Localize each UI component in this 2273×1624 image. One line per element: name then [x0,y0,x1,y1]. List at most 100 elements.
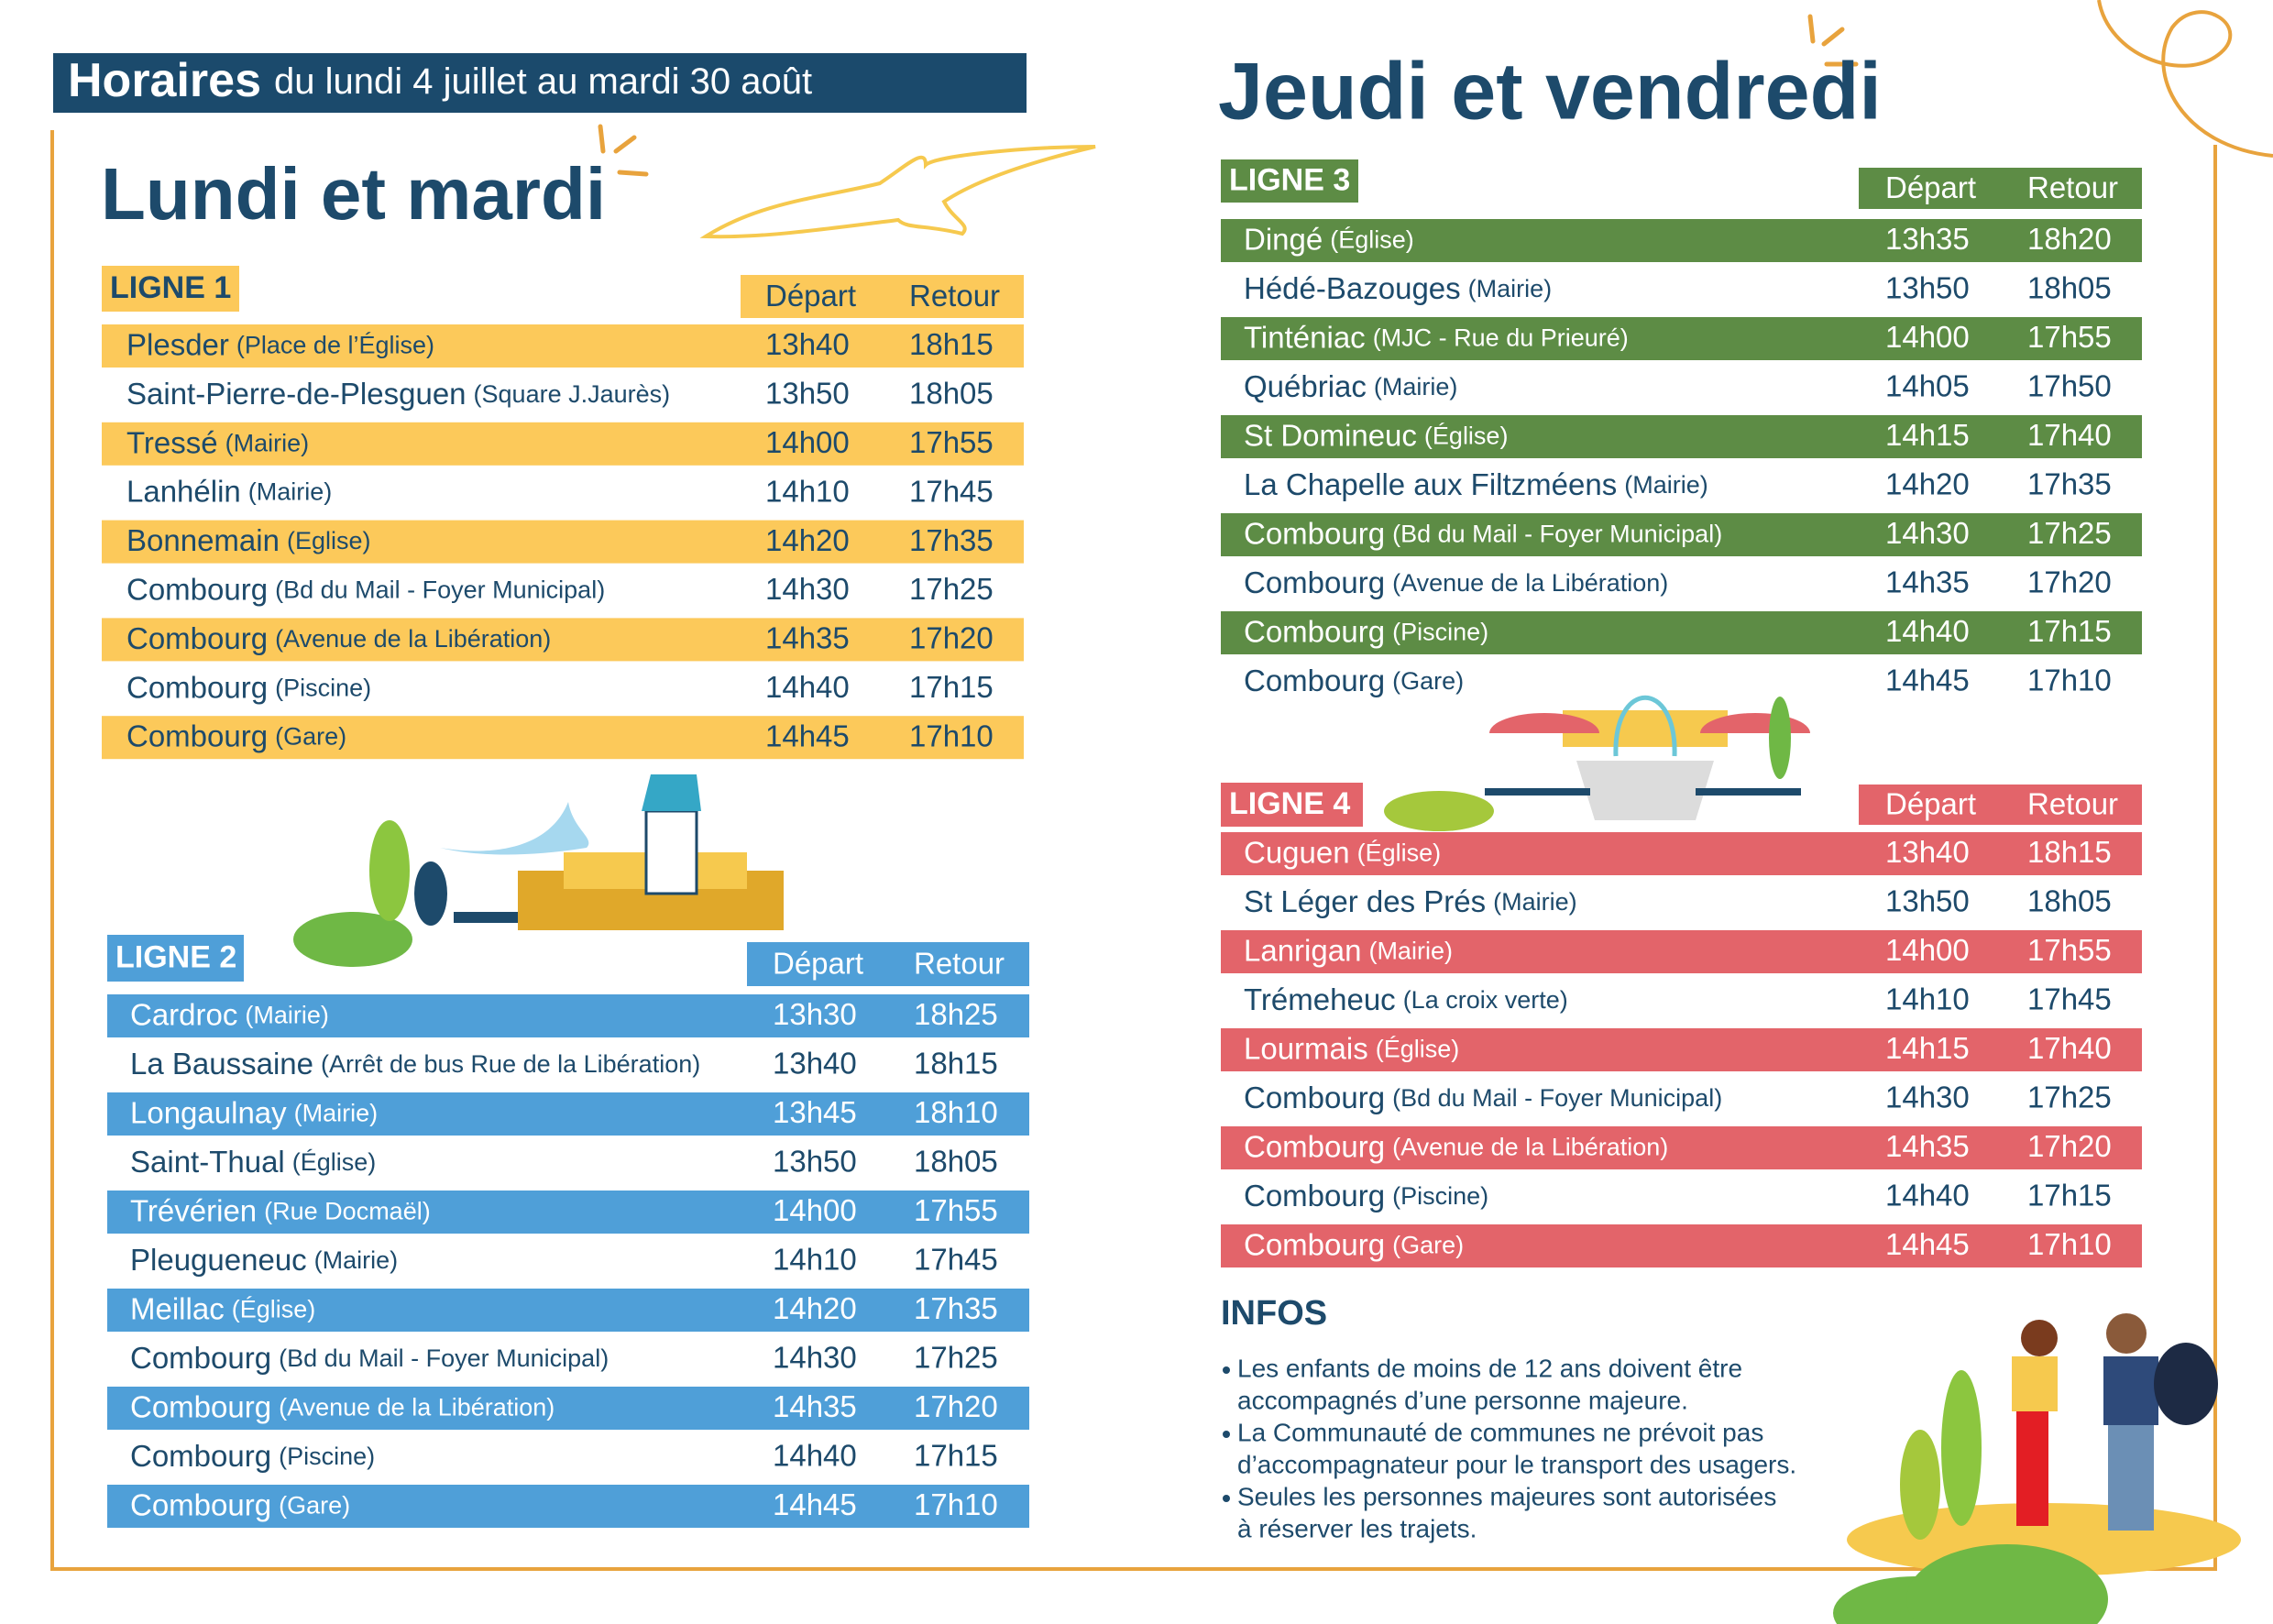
column-header: Retour [2027,170,2118,204]
stop: Québriac (Mairie) [1244,369,1457,403]
stop-detail: (Église) [292,1148,377,1176]
stop: La Baussaine (Arrêt de bus Rue de la Libé… [130,1047,700,1081]
stop-name: Meillac [130,1291,225,1325]
stop-detail: (Rue Docmaël) [264,1198,431,1225]
stop: Combourg (Bd du Mail - Foyer Municipal) [1244,516,1722,550]
stop-name: Combourg [1244,614,1385,648]
stop-name: Québriac [1244,369,1367,403]
return-time: 17h35 [909,523,994,557]
stop-name: Saint-Thual [130,1145,285,1179]
stop-name: Combourg [1244,516,1385,550]
village-illustration [293,774,784,967]
column-header: Départ [765,279,856,313]
stop-detail: (Église) [1376,1036,1460,1063]
row-band [1221,317,2142,360]
return-time: 18h10 [914,1095,998,1129]
tree [1769,697,1791,779]
stop-name: Combourg [130,1341,271,1375]
bush [293,912,412,967]
return-time: 17h45 [2027,982,2112,1016]
stop: Combourg (Piscine) [130,1439,375,1473]
return-time: 17h50 [2027,369,2112,403]
stop-name: Combourg [130,1389,271,1423]
tree [1941,1370,1982,1526]
stop: Combourg (Avenue de la Libération) [126,621,551,655]
column-header: Départ [1885,170,1976,204]
return-time: 17h10 [2027,664,2112,697]
return-time: 18h05 [914,1145,998,1179]
head [2021,1320,2058,1356]
departure-time: 14h10 [765,474,850,508]
stop-name: Trémeheuc [1244,982,1396,1016]
fountain [1576,761,1714,820]
stop: Longaulnay (Mairie) [130,1095,378,1129]
stop-detail: (Mairie) [225,429,310,456]
return-time: 17h35 [2027,467,2112,501]
stop-name: Combourg [1244,1227,1385,1261]
stop-detail: (Gare) [275,723,346,751]
stop-name: Pleugueneuc [130,1243,307,1277]
return-time: 17h20 [909,621,994,655]
departure-time: 13h40 [773,1047,857,1081]
stop: Combourg (Piscine) [1244,1179,1488,1213]
stop: Pleugueneuc (Mairie) [130,1243,398,1277]
stop-detail: (Église) [1330,226,1414,254]
stop-name: Combourg [1244,664,1385,697]
row-band [107,1191,1029,1234]
return-time: 18h05 [2027,271,2112,305]
departure-time: 14h10 [1885,982,1970,1016]
panel-heading: Jeudi et vendredi [1218,45,1882,136]
column-header: Retour [909,279,1000,313]
departure-time: 14h20 [1885,467,1970,501]
torso [2103,1356,2158,1425]
departure-time: 14h00 [1885,933,1970,967]
return-time: 17h35 [914,1291,998,1325]
stop: Dingé (Église) [1244,222,1414,256]
stop-detail: (Eglise) [287,527,371,554]
departure-time: 14h40 [1885,1179,1970,1213]
return-time: 17h25 [2027,516,2112,550]
return-time: 17h25 [2027,1081,2112,1114]
stop-detail: (La croix verte) [1403,986,1568,1014]
return-time: 17h10 [914,1487,998,1521]
stop-name: Lourmais [1244,1031,1368,1065]
stop: Lourmais (Église) [1244,1031,1459,1065]
stop-detail: (Gare) [1392,1232,1464,1259]
stop-name: St Domineuc [1244,418,1417,452]
stop-name: La Chapelle aux Filtzméens [1244,467,1617,501]
departure-time: 14h40 [773,1439,857,1473]
departure-time: 14h20 [765,523,850,557]
plaza-illustration [1384,695,1810,831]
return-time: 17h20 [2027,565,2112,599]
departure-time: 14h30 [773,1341,857,1375]
spark [617,170,649,177]
frame [50,130,2217,1571]
stop: Combourg (Gare) [126,719,346,752]
stop: Combourg (Avenue de la Libération) [1244,1129,1668,1163]
departure-time: 14h30 [1885,1081,1970,1114]
water [1613,695,1677,757]
stop: Combourg (Avenue de la Libération) [1244,565,1668,599]
swirl [2097,0,2273,158]
stop-detail: (Mairie) [1374,373,1458,401]
column-header: Retour [2027,787,2118,821]
row-band [1221,415,2142,458]
infos-title: INFOS [1221,1294,1327,1333]
stop-name: Lanhélin [126,474,241,508]
row-band [1221,1028,2142,1071]
stop-detail: (Place de l’Église) [236,332,434,359]
row-band [1221,513,2142,556]
return-time: 17h55 [2027,320,2112,354]
departure-time: 14h00 [1885,320,1970,354]
return-time: 18h15 [2027,835,2112,869]
stop-name: Longaulnay [130,1095,287,1129]
bullet [1223,1366,1230,1374]
return-time: 17h40 [2027,418,2112,452]
stop-detail: (Avenue de la Libération) [1392,569,1668,597]
stop-detail: (Avenue de la Libération) [279,1394,555,1421]
spark [613,135,637,154]
spark [598,124,606,154]
return-time: 18h15 [914,1047,998,1081]
